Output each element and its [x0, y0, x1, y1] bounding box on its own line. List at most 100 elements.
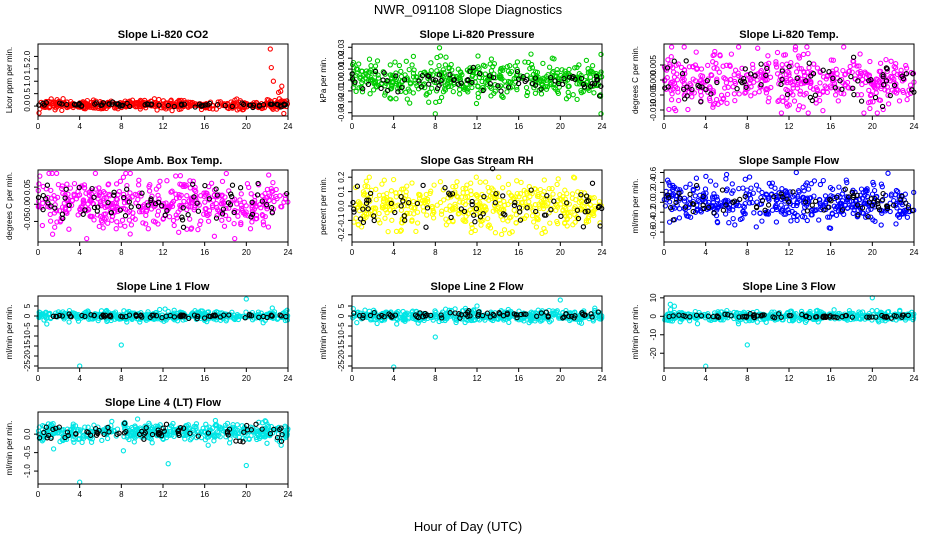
- data-point-all: [752, 211, 756, 215]
- y-tick-label: -5: [337, 322, 346, 330]
- x-tick-label: 12: [473, 374, 482, 383]
- data-point-all: [128, 171, 132, 175]
- data-point-all: [220, 218, 224, 222]
- data-point-all: [123, 224, 127, 228]
- data-point-all: [760, 190, 764, 194]
- x-tick-label: 12: [785, 248, 794, 257]
- data-point-all: [905, 215, 909, 219]
- data-point-all: [137, 183, 141, 187]
- data-point-all: [469, 230, 473, 234]
- x-tick-label: 12: [473, 122, 482, 131]
- data-point-selected: [41, 194, 45, 198]
- data-point-all: [178, 174, 182, 178]
- data-point-all: [454, 184, 458, 188]
- data-point-all: [220, 179, 224, 183]
- data-point-all: [724, 177, 728, 181]
- data-point-all: [474, 101, 478, 105]
- data-point-all: [443, 63, 447, 67]
- data-point-all: [675, 78, 679, 82]
- data-point-all: [40, 223, 44, 227]
- data-point-all: [389, 189, 393, 193]
- data-point-all: [61, 97, 65, 101]
- data-point-all: [437, 46, 441, 50]
- x-tick-label: 0: [662, 248, 667, 257]
- data-point-selected: [449, 215, 453, 219]
- data-point-all: [519, 180, 523, 184]
- x-tick-label: 24: [284, 248, 293, 257]
- data-point-all: [202, 212, 206, 216]
- data-point-all: [196, 228, 200, 232]
- data-point-all: [137, 178, 141, 182]
- data-point-all: [37, 182, 41, 186]
- panel-title: Slope Sample Flow: [739, 155, 840, 167]
- data-point-all: [411, 54, 415, 58]
- data-point-all: [455, 180, 459, 184]
- data-point-all: [834, 93, 838, 97]
- data-point-all: [127, 218, 131, 222]
- data-point-selected: [738, 197, 742, 201]
- y-tick-label: -10: [337, 330, 346, 342]
- data-point-all: [592, 91, 596, 95]
- data-point-all: [779, 111, 783, 115]
- data-point-all: [433, 335, 437, 339]
- y-tick-label: 5: [337, 303, 346, 308]
- data-point-all: [501, 186, 505, 190]
- x-tick-label: 16: [200, 248, 209, 257]
- data-point-all: [484, 180, 488, 184]
- data-point-selected: [379, 86, 383, 90]
- x-tick-label: 0: [36, 248, 41, 257]
- data-point-all: [515, 60, 519, 64]
- x-tick-label: 0: [36, 374, 41, 383]
- data-point-all: [534, 225, 538, 229]
- data-point-all: [875, 111, 879, 115]
- x-tick-label: 20: [556, 248, 565, 257]
- data-point-all: [72, 182, 76, 186]
- data-point-all: [862, 111, 866, 115]
- panel-ylabel: percent per min.: [319, 177, 328, 235]
- data-point-all: [886, 171, 890, 175]
- data-point-all: [227, 217, 231, 221]
- data-point-all: [157, 184, 161, 188]
- data-point-all: [533, 91, 537, 95]
- data-point-all: [905, 98, 909, 102]
- data-point-all: [440, 95, 444, 99]
- data-point-all: [807, 187, 811, 191]
- data-point-all: [558, 298, 562, 302]
- data-point-all: [51, 232, 55, 236]
- data-point-all: [879, 61, 883, 65]
- data-point-all: [67, 227, 71, 231]
- data-point-all: [532, 220, 536, 224]
- data-point-selected: [473, 220, 477, 224]
- x-tick-label: 4: [391, 374, 396, 383]
- data-point-selected: [581, 225, 585, 229]
- data-point-all: [524, 86, 528, 90]
- data-point-all: [515, 179, 519, 183]
- data-point-all: [386, 230, 390, 234]
- data-point-all: [177, 230, 181, 234]
- data-point-all: [575, 97, 579, 101]
- data-point-all: [542, 178, 546, 182]
- data-point-all: [725, 101, 729, 105]
- data-point-all: [584, 75, 588, 79]
- data-point-selected: [873, 95, 877, 99]
- data-point-all: [754, 183, 758, 187]
- data-point-all: [776, 72, 780, 76]
- y-tick-label: 0.1: [337, 185, 346, 197]
- data-point-all: [404, 59, 408, 63]
- data-point-all: [807, 66, 811, 70]
- panel-title: Slope Gas Stream RH: [420, 155, 533, 167]
- data-point-all: [818, 81, 822, 85]
- data-point-selected: [196, 209, 200, 213]
- plot-frame: [352, 296, 602, 368]
- data-point-all: [268, 47, 272, 51]
- x-tick-label: 8: [433, 122, 438, 131]
- data-point-all: [489, 57, 493, 61]
- x-tick-label: 8: [745, 122, 750, 131]
- data-point-all: [559, 202, 563, 206]
- data-point-all: [880, 185, 884, 189]
- data-point-all: [867, 88, 871, 92]
- x-tick-label: 20: [242, 248, 251, 257]
